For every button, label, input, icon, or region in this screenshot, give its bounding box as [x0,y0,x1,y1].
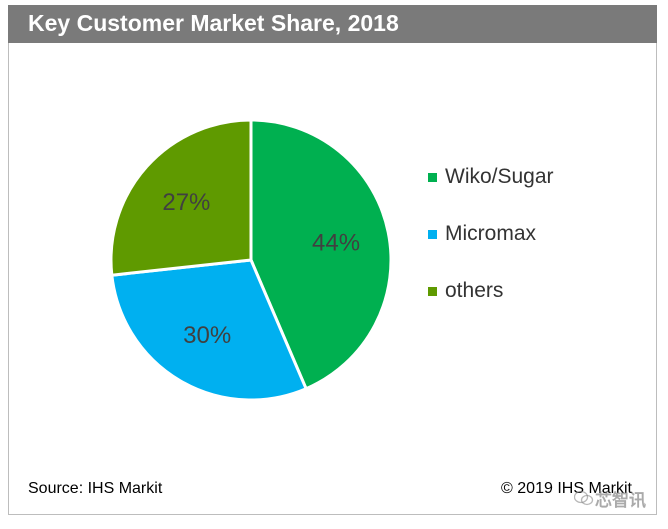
legend-label-wiko: Wiko/Sugar [445,165,554,188]
pie-slice-micromax [110,258,308,402]
legend: Wiko/Sugar Micromax others [428,162,554,333]
pie-slice-others [109,118,253,277]
legend-item-wiko: Wiko/Sugar [428,162,554,192]
pie-label-micromax: 30% [183,322,231,349]
pie-label-wiko: 44% [312,230,360,257]
legend-label-others: others [445,279,504,302]
legend-swatch-wiko [428,172,437,182]
watermark-text: 芯智讯 [595,491,646,510]
wechat-watermark-icon [574,490,594,506]
legend-swatch-micromax [428,229,437,239]
source-note: Source: IHS Markit [28,480,163,497]
legend-label-micromax: Micromax [445,222,537,245]
copyright-note: © 2019 IHS Markit [501,480,632,497]
title-bar: Key Customer Market Share, 2018 [8,5,657,43]
pie-label-others: 27% [162,189,210,216]
legend-swatch-others [428,286,437,296]
chart-title: Key Customer Market Share, 2018 [28,10,399,36]
legend-item-micromax: Micromax [428,219,554,249]
pie-slice-wiko [249,118,393,391]
legend-item-others: others [428,276,554,306]
